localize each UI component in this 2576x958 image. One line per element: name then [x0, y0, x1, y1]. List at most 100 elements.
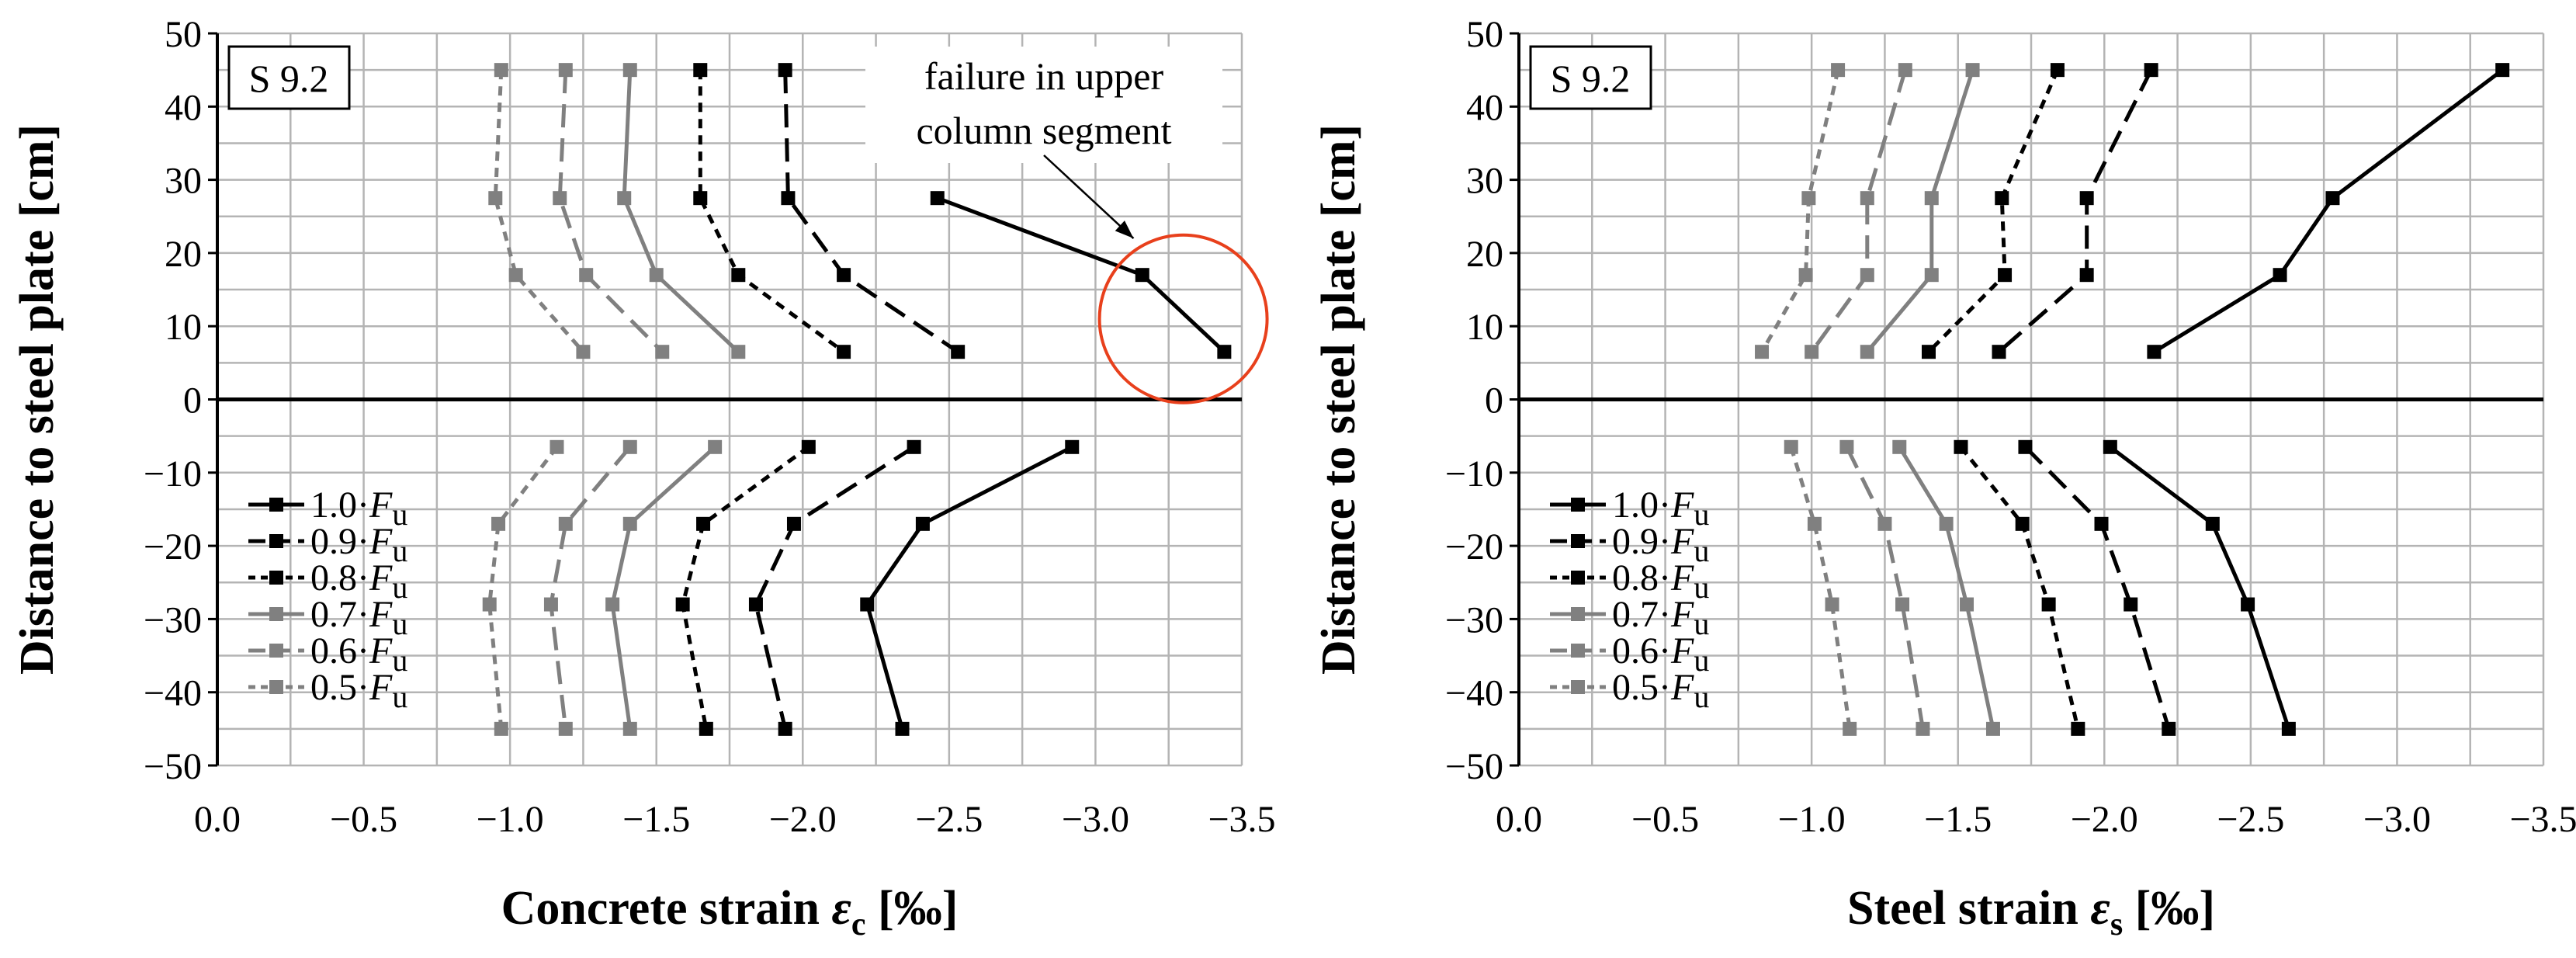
legend-entry: 1.0·Fu: [310, 484, 407, 532]
series-2: [1992, 63, 2176, 736]
data-marker: [1892, 439, 1907, 454]
chart-panel-2: 50 40 30 20 10 0 −10 −20 −30 −40 −50 0.0 −0.5 −1.0 −1.…: [1312, 14, 2576, 942]
data-marker: [553, 191, 567, 206]
legend-force-subscript: u: [392, 679, 407, 714]
series-1: [860, 191, 1232, 736]
legend-factor: 0.7·: [1612, 594, 1671, 635]
y-tick-label: 40: [1466, 87, 1503, 128]
legend-factor: 0.7·: [310, 594, 369, 635]
data-marker: [731, 345, 746, 359]
series-line-lower: [2109, 445, 2291, 730]
series-5: [543, 63, 670, 736]
legend-force-subscript: u: [1694, 533, 1709, 568]
y-tick-label: −50: [1445, 746, 1503, 787]
series-line-upper: [1810, 69, 1908, 353]
series-line-upper: [2153, 68, 2504, 354]
data-marker: [1924, 268, 1939, 283]
data-marker: [576, 345, 591, 359]
x-axis-label: Steel strain εs [‰]: [1847, 882, 2215, 942]
data-marker: [550, 439, 564, 454]
panel-label: S 9.2: [1551, 57, 1631, 100]
data-marker: [617, 191, 632, 206]
data-marker: [2281, 721, 2296, 736]
series-line-upper: [936, 196, 1226, 354]
series-line-lower: [549, 446, 632, 730]
series-line-upper: [493, 70, 585, 353]
data-marker: [543, 597, 558, 612]
series-line-upper: [1760, 69, 1840, 353]
data-marker: [558, 516, 573, 531]
legend-force-symbol: F: [1670, 484, 1694, 526]
x-tick-label: −1.5: [622, 799, 690, 840]
data-marker: [1825, 597, 1839, 612]
series-4: [605, 63, 746, 736]
x-tick-label: 0.0: [1496, 799, 1542, 840]
data-marker: [649, 268, 664, 283]
data-marker: [786, 516, 801, 531]
legend-entry: 1.0·Fu: [1612, 484, 1709, 532]
data-marker: [895, 721, 910, 736]
data-marker: [2094, 516, 2109, 531]
x-tick-label: −2.0: [2071, 799, 2138, 840]
x-tick-label: −2.5: [2217, 799, 2284, 840]
data-marker: [1805, 345, 1819, 359]
series-line-upper: [622, 70, 740, 354]
y-tick-label: 20: [165, 234, 202, 275]
annotation: failure in upper column segment: [865, 47, 1269, 404]
data-marker: [2162, 721, 2176, 736]
y-tick-label: −10: [1445, 453, 1503, 495]
data-marker: [1916, 721, 1930, 736]
legend-force-symbol: F: [369, 667, 393, 708]
y-tick-label: 10: [1466, 307, 1503, 348]
data-marker: [605, 597, 620, 612]
panel-label-box: [227, 45, 351, 110]
data-marker: [1860, 191, 1874, 206]
series-line-upper: [1927, 69, 2060, 353]
data-marker: [1784, 439, 1798, 454]
series-line-upper: [698, 70, 845, 354]
data-marker: [622, 63, 637, 78]
y-tick-label: 30: [1466, 161, 1503, 202]
x-tick-label: −0.5: [330, 799, 397, 840]
x-axis-label-unit: [‰]: [866, 882, 959, 935]
data-marker: [1807, 516, 1822, 531]
legend: 1.0·Fu0.9·Fu0.8·Fu0.7·Fu0.6·Fu0.5·Fu: [248, 484, 407, 714]
series-3: [1922, 63, 2085, 736]
series-line-lower: [610, 445, 716, 730]
legend-force-symbol: F: [369, 521, 393, 562]
legend-marker: [269, 571, 283, 585]
data-marker: [2241, 597, 2255, 612]
legend-force-symbol: F: [1670, 630, 1694, 672]
legend-factor: 0.6·: [1612, 630, 1671, 672]
legend-entry: 0.7·Fu: [310, 594, 407, 641]
x-tick-label: −3.5: [2509, 799, 2576, 840]
data-marker: [491, 516, 506, 531]
legend-marker: [1571, 571, 1585, 585]
y-tick-label: 10: [165, 307, 202, 348]
data-marker: [2079, 268, 2094, 283]
failure-circle: [1097, 233, 1269, 404]
legend-force-subscript: u: [392, 570, 407, 605]
data-marker: [2144, 63, 2158, 78]
legend-force-symbol: F: [369, 557, 393, 599]
legend-force-subscript: u: [1694, 643, 1709, 678]
data-marker: [1965, 63, 1980, 78]
annotation-line-2: column segment: [916, 109, 1171, 152]
x-tick-label: 0.0: [194, 799, 241, 840]
legend-factor: 0.5·: [1612, 667, 1671, 708]
data-marker: [558, 63, 573, 78]
data-marker: [693, 191, 708, 206]
y-tick-label: 40: [165, 87, 202, 128]
series-line-lower: [865, 445, 1073, 730]
x-axis-label-main: Steel strain: [1847, 882, 2090, 935]
series-line-lower: [1789, 446, 1852, 730]
annotation-background: [865, 47, 1222, 163]
data-marker: [1924, 191, 1939, 206]
data-marker: [1995, 191, 2009, 206]
legend-entry: 0.8·Fu: [1612, 557, 1709, 605]
legend-marker: [1571, 644, 1585, 658]
data-marker: [907, 439, 921, 454]
series-6: [1755, 63, 1857, 736]
